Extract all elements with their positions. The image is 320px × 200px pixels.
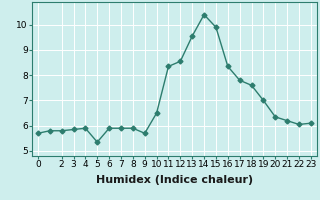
- X-axis label: Humidex (Indice chaleur): Humidex (Indice chaleur): [96, 175, 253, 185]
